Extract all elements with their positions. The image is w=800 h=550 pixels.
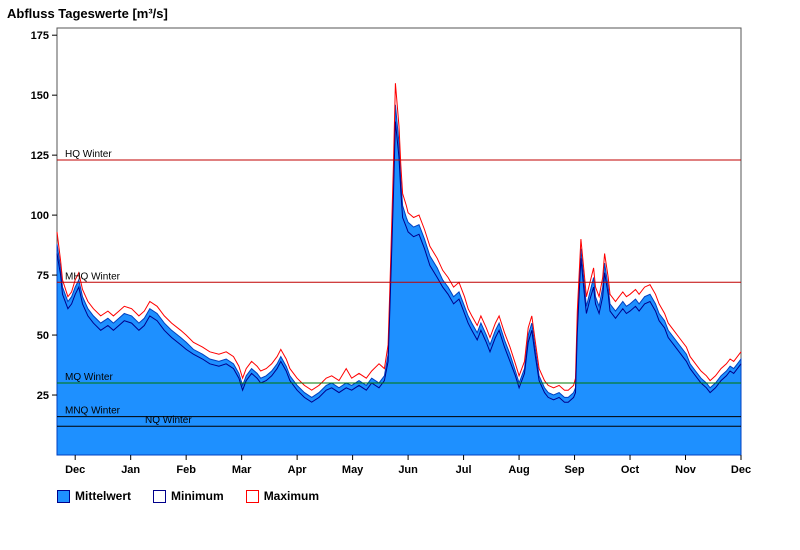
legend-swatch-mittelwert [57,489,70,503]
max-line [56,83,742,391]
reference-label-hq-winter: HQ Winter [65,149,112,160]
y-axis-tick-label: 25 [37,390,49,402]
chart-title: Abfluss Tageswerte [m³/s] [7,6,168,21]
reference-label-mq-winter: MQ Winter [65,372,113,383]
x-axis-tick-label: Nov [675,464,697,476]
y-axis-tick-label: 50 [37,330,49,342]
reference-label-mhq-winter: MHQ Winter [65,271,121,282]
x-axis-tick-label: Mar [232,464,252,476]
x-axis-tick-label: Jul [456,464,472,476]
legend-label: Maximum [263,489,320,503]
y-axis-tick-label: 150 [31,90,49,102]
legend-item-mittelwert: Mittelwert [57,489,131,503]
mean-area [56,104,742,456]
x-axis-tick-label: Feb [176,464,196,476]
reference-label-nq-winter: NQ Winter [145,415,192,426]
y-axis-tick-label: 75 [37,270,49,282]
legend-swatch-maximum [245,489,259,503]
reference-label-mnq-winter: MNQ Winter [65,406,121,417]
y-axis-tick-label: 100 [31,210,49,222]
x-axis-tick-label: Dec [731,464,751,476]
y-axis-tick-label: 175 [31,30,49,42]
x-axis-tick-label: Dec [65,464,85,476]
x-axis-tick-label: Sep [564,464,584,476]
x-axis-tick-label: Jan [121,464,140,476]
y-axis-tick-label: 125 [31,150,49,162]
legend-label: Mittelwert [75,489,132,503]
x-axis-tick-label: Oct [621,464,640,476]
x-axis-tick-label: Aug [508,464,529,476]
legend-item-minimum: Minimum [153,489,224,503]
legend-label: Minimum [171,489,224,503]
legend: Mittelwert Minimum Maximum [57,489,319,503]
x-axis-tick-label: May [342,464,364,476]
legend-item-maximum: Maximum [245,489,320,503]
legend-swatch-minimum [153,489,167,503]
x-axis-tick-label: Jun [398,464,418,476]
x-axis-tick-label: Apr [288,464,308,476]
